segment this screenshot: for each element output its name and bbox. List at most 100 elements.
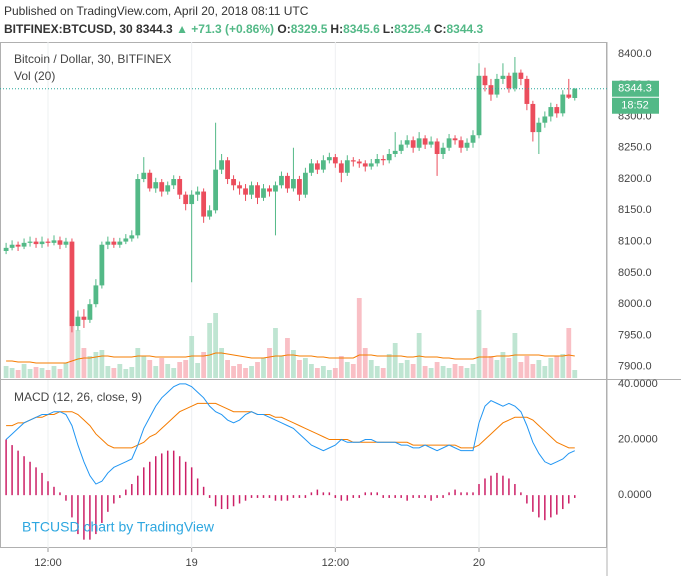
ohlc-value: 8325.4 <box>394 22 431 36</box>
volume-bar <box>303 358 308 378</box>
histogram-bar <box>358 495 361 498</box>
volume-bar <box>464 368 470 378</box>
candle-body <box>93 285 99 305</box>
volume-bar <box>308 364 314 378</box>
histogram-bar <box>131 484 133 496</box>
candle-body <box>344 160 350 173</box>
volume-bar <box>482 348 488 378</box>
candle-body <box>261 188 266 198</box>
volume-bar <box>45 370 51 378</box>
volume-bar <box>135 348 141 378</box>
histogram-bar <box>448 492 450 496</box>
candle-body <box>99 244 105 286</box>
histogram-bar <box>514 484 516 496</box>
volume-bar <box>27 369 33 378</box>
candle-body <box>458 140 464 148</box>
candle-body <box>362 163 368 167</box>
histogram-bar <box>196 478 199 496</box>
volume-bar <box>572 370 578 378</box>
volume-bar <box>225 360 230 378</box>
histogram-bar <box>334 495 337 498</box>
candle-body <box>201 191 207 217</box>
histogram-bar <box>238 495 241 504</box>
candle-body <box>356 161 362 164</box>
histogram-bar <box>460 492 462 496</box>
candle-body <box>9 244 15 248</box>
histogram-bar <box>208 495 211 498</box>
symbol: BITFINEX:BTCUSD, 30 <box>4 22 133 36</box>
volume-bar <box>320 366 326 378</box>
histogram-bar <box>29 461 31 496</box>
volume-label: Vol (20) <box>14 69 55 83</box>
candle-body <box>494 78 500 95</box>
volume-bar <box>165 364 171 378</box>
candle-body <box>308 163 314 173</box>
volume-bar <box>255 362 260 378</box>
histogram-bar <box>430 495 432 501</box>
histogram-bar <box>220 495 223 510</box>
volume-bar <box>33 367 39 378</box>
histogram-bar <box>190 467 193 496</box>
y-tick-label: 7900.0 <box>618 361 652 373</box>
histogram-bar <box>454 489 456 496</box>
histogram-bar <box>394 495 396 498</box>
candle-body <box>572 88 578 98</box>
histogram-bar <box>418 495 420 498</box>
histogram-bar <box>352 495 355 498</box>
candle-body <box>404 140 410 145</box>
candle-body <box>482 75 488 86</box>
histogram-bar <box>376 492 378 496</box>
volume-bar <box>291 350 296 378</box>
volume-bar <box>207 323 213 378</box>
volume-bar <box>380 368 386 378</box>
candle-body <box>165 185 171 192</box>
histogram-bar <box>89 495 91 540</box>
y-tick-label: 8400.0 <box>618 48 652 60</box>
time-tag-text: 18:52 <box>621 100 649 112</box>
candle-body <box>267 188 272 192</box>
volume-bar <box>285 338 290 378</box>
candle-body <box>27 241 33 243</box>
histogram-bar <box>304 495 307 498</box>
candle-body <box>129 235 135 239</box>
candle-body <box>470 135 476 143</box>
y-tick-label: 8150.0 <box>618 204 652 216</box>
volume-bar <box>476 310 482 378</box>
histogram-bar <box>496 472 498 496</box>
candle-body <box>135 179 141 236</box>
candle-body <box>530 103 536 133</box>
candle-body <box>374 159 380 164</box>
volume-bar <box>386 354 392 378</box>
candle-body <box>464 142 470 148</box>
candle-body <box>255 185 260 198</box>
histogram-bar <box>310 492 313 496</box>
signal <box>6 402 575 449</box>
volume-bar <box>75 330 81 378</box>
candle-body <box>410 140 416 148</box>
volume-bar <box>554 356 560 378</box>
volume-bar <box>15 370 21 378</box>
candle-body <box>368 163 374 167</box>
candle-body <box>428 141 434 145</box>
volume-bar <box>141 356 147 378</box>
volume-bar <box>219 348 224 378</box>
histogram-bar <box>23 456 25 496</box>
histogram-bar <box>250 495 253 498</box>
histogram-bar <box>472 492 474 496</box>
histogram-bar <box>95 495 97 535</box>
histogram-bar <box>298 495 301 498</box>
x-tick-label: 12:00 <box>34 557 62 569</box>
candle-body <box>320 160 326 170</box>
volume-bar <box>422 366 428 378</box>
histogram-bar <box>214 495 217 507</box>
histogram-bar <box>184 461 187 496</box>
candle-body <box>39 241 45 245</box>
volume-bar <box>452 364 458 378</box>
y-tick-label: 8050.0 <box>618 267 652 279</box>
volume-bar <box>356 298 362 378</box>
histogram-bar <box>262 495 265 498</box>
candle-body <box>195 191 201 195</box>
candle-body <box>75 316 81 327</box>
volume-ma-line <box>6 352 575 364</box>
y-tick-label: 20.0000 <box>618 433 658 445</box>
